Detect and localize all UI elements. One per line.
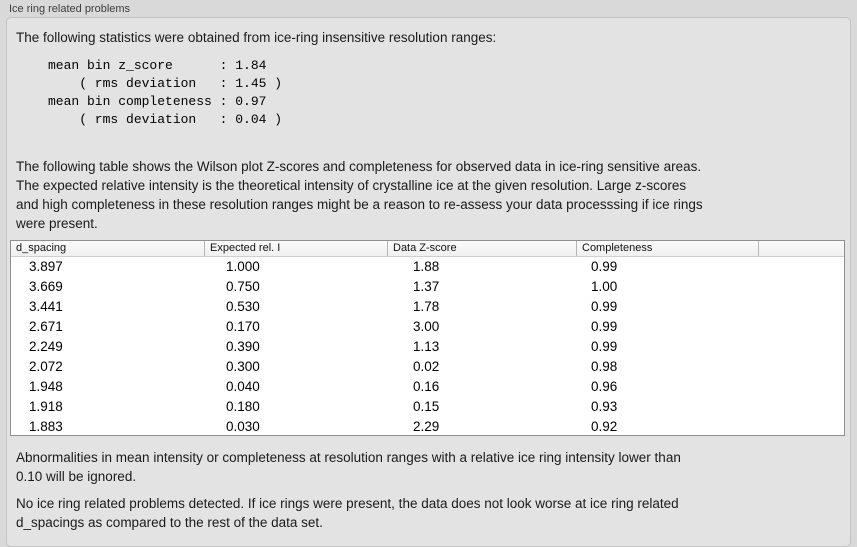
- table-cell: 2.29: [413, 419, 440, 434]
- table-cell: 1.00: [591, 279, 618, 294]
- table-cell: 0.750: [226, 279, 260, 294]
- table-cell: 0.16: [413, 379, 440, 394]
- table-row[interactable]: 2.249 0.390 1.13 0.99: [11, 337, 844, 357]
- table-header: d_spacing Expected rel. I Data Z-score Comp…: [11, 241, 844, 257]
- table-cell: 1.37: [413, 279, 440, 294]
- table-row[interactable]: 1.918 0.180 0.15 0.93: [11, 397, 844, 417]
- table-cell: 3.00: [413, 319, 440, 334]
- table-cell: 0.92: [591, 419, 618, 434]
- table-header-cell[interactable]: d_spacing: [16, 242, 67, 254]
- ice-ring-group-box: The following statistics were obtained f…: [6, 17, 851, 547]
- table-header-cell[interactable]: Completeness: [576, 241, 758, 256]
- table-cell: 0.390: [226, 339, 260, 354]
- table-cell: 1.883: [29, 419, 63, 434]
- stats-block: mean bin z_score : 1.84 ( rms deviation …: [48, 58, 283, 127]
- table-cell: 2.671: [29, 319, 63, 334]
- table-row[interactable]: 3.897 1.000 1.88 0.99: [11, 257, 844, 277]
- table-row[interactable]: 1.883 0.030 2.29 0.92: [11, 417, 844, 437]
- table-cell: 0.99: [591, 319, 618, 334]
- table-header-cell[interactable]: Data Z-score: [387, 241, 576, 256]
- intro-text: The following statistics were obtained f…: [16, 30, 497, 45]
- table-cell: 1.88: [413, 259, 440, 274]
- table-cell: 0.530: [226, 299, 260, 314]
- table-cell: 0.030: [226, 419, 260, 434]
- table-cell: 0.99: [591, 299, 618, 314]
- table-cell: 3.441: [29, 299, 63, 314]
- table-cell: 0.15: [413, 399, 440, 414]
- table-cell: 0.93: [591, 399, 618, 414]
- table-cell: 0.180: [226, 399, 260, 414]
- table-cell: 2.072: [29, 359, 63, 374]
- table-cell: 1.948: [29, 379, 63, 394]
- table-cell: 1.918: [29, 399, 63, 414]
- table-cell: 3.669: [29, 279, 63, 294]
- table-cell: 0.040: [226, 379, 260, 394]
- table-row[interactable]: 3.441 0.530 1.78 0.99: [11, 297, 844, 317]
- table-header-cell[interactable]: Expected rel. I: [204, 241, 387, 256]
- table-row[interactable]: 3.669 0.750 1.37 1.00: [11, 277, 844, 297]
- table-row[interactable]: 2.671 0.170 3.00 0.99: [11, 317, 844, 337]
- ice-ring-table: d_spacing Expected rel. I Data Z-score Comp…: [10, 240, 845, 436]
- table-cell: 0.99: [591, 339, 618, 354]
- table-cell: 0.300: [226, 359, 260, 374]
- table-cell: 1.78: [413, 299, 440, 314]
- table-body: 3.897 1.000 1.88 0.99 3.669 0.750 1.37 1.00 3.44…: [11, 257, 844, 437]
- table-cell: 1.13: [413, 339, 440, 354]
- table-cell: 1.000: [226, 259, 260, 274]
- table-row[interactable]: 1.948 0.040 0.16 0.96: [11, 377, 844, 397]
- table-cell: 0.99: [591, 259, 618, 274]
- table-cell: 0.96: [591, 379, 618, 394]
- ignore-note-text: Abnormalities in mean intensity or compl…: [16, 450, 681, 484]
- table-header-cell[interactable]: [758, 241, 844, 256]
- conclusion-text: No ice ring related problems detected. I…: [16, 496, 679, 530]
- description-text: The following table shows the Wilson plo…: [16, 159, 703, 231]
- table-row[interactable]: 2.072 0.300 0.02 0.98: [11, 357, 844, 377]
- table-cell: 0.02: [413, 359, 440, 374]
- table-cell: 2.249: [29, 339, 63, 354]
- panel-title: Ice ring related problems: [9, 3, 131, 15]
- table-cell: 0.98: [591, 359, 618, 374]
- table-cell: 3.897: [29, 259, 63, 274]
- table-cell: 0.170: [226, 319, 260, 334]
